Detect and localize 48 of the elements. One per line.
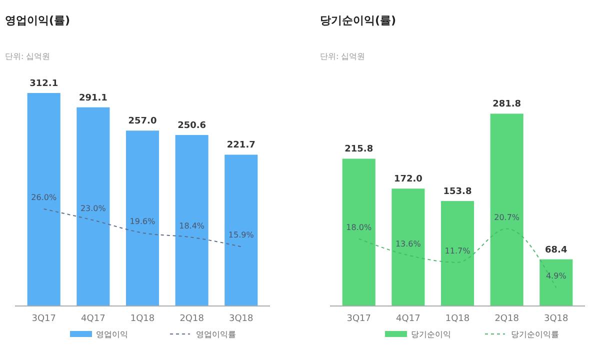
bar (224, 154, 258, 306)
data-label: 23.0% (80, 204, 106, 214)
bar (76, 107, 110, 306)
x-tick-label: 3Q17 (32, 314, 56, 324)
data-label: 4.9% (546, 272, 567, 281)
x-tick-label: 4Q17 (396, 314, 420, 324)
data-label: 26.0% (31, 193, 57, 202)
x-tick-label: 4Q17 (81, 314, 106, 324)
data-label: 68.4 (545, 245, 568, 256)
data-label: 312.1 (30, 79, 58, 89)
chart-subtitle: 단위: 십억원 (5, 52, 50, 61)
legend-label: 영업이익률 (196, 330, 236, 339)
data-label: 257.0 (128, 116, 157, 127)
bar (27, 93, 60, 306)
x-tick-label: 3Q18 (229, 314, 254, 324)
bar (392, 188, 425, 306)
x-tick-label: 3Q17 (346, 314, 371, 324)
data-label: 11.7% (444, 246, 471, 256)
bar (342, 158, 376, 306)
data-label: 13.6% (395, 239, 422, 248)
legend-label: 당기순이익 (411, 330, 451, 339)
chart-title: 당기순이익(률) (320, 14, 396, 27)
x-tick-label: 1Q18 (445, 314, 470, 324)
chart-subtitle: 단위: 십억원 (320, 52, 366, 61)
data-label: 153.8 (443, 187, 472, 198)
data-label: 291.1 (78, 93, 108, 104)
data-label: 15.9% (228, 230, 254, 240)
data-label: 20.7% (494, 212, 520, 222)
bar (126, 130, 160, 306)
bar (440, 201, 474, 306)
bar (490, 114, 524, 306)
x-tick-label: 2Q18 (494, 314, 520, 324)
bar (175, 134, 208, 306)
data-label: 221.7 (226, 140, 256, 151)
data-label: 281.8 (492, 100, 522, 110)
data-label: 19.6% (130, 216, 156, 226)
data-label: 215.8 (344, 144, 374, 155)
legend-label: 영업이익 (96, 330, 128, 339)
x-tick-label: 1Q18 (130, 314, 155, 324)
data-label: 18.0% (346, 222, 372, 232)
data-label: 172.0 (394, 174, 422, 185)
chart-title: 영업이익(률) (5, 14, 70, 27)
legend-label: 당기순이익률 (511, 330, 559, 339)
x-tick-label: 2Q18 (180, 314, 204, 324)
bar (540, 259, 573, 306)
x-tick-label: 3Q18 (544, 314, 569, 324)
data-label: 18.4% (179, 221, 205, 230)
data-label: 250.6 (178, 120, 206, 131)
